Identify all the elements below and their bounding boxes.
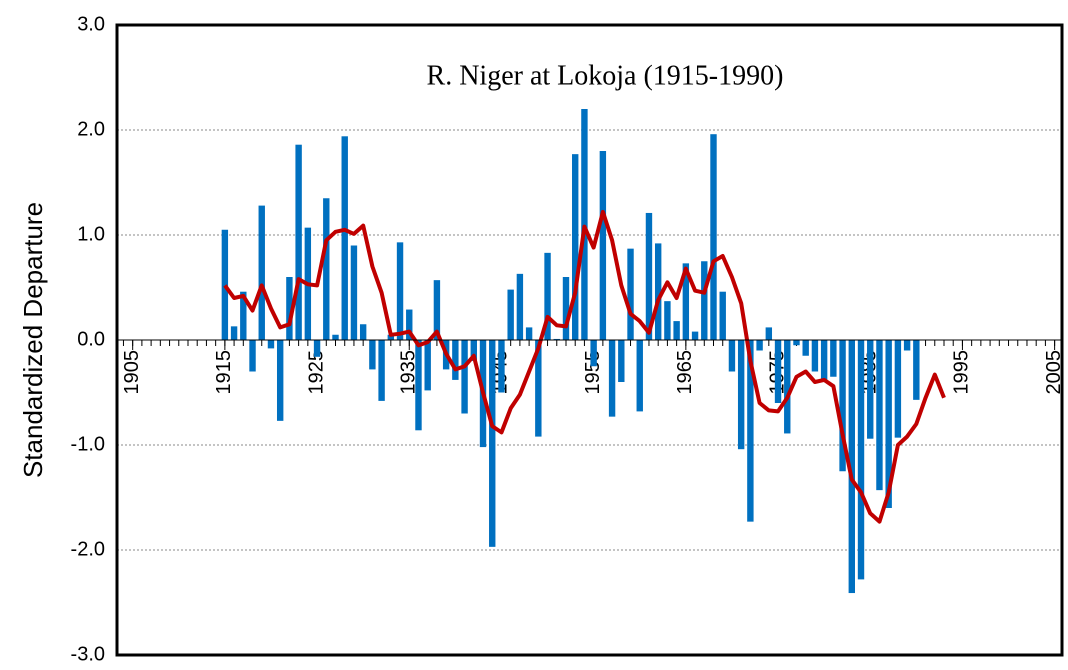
bar bbox=[719, 291, 726, 340]
bar bbox=[636, 340, 643, 412]
bar bbox=[378, 340, 385, 401]
bar bbox=[489, 340, 496, 547]
bar bbox=[295, 144, 302, 340]
bar bbox=[240, 291, 247, 340]
bar bbox=[839, 340, 846, 472]
bar bbox=[894, 340, 902, 438]
line bbox=[223, 209, 946, 524]
bar bbox=[249, 340, 256, 372]
bar bbox=[516, 273, 524, 340]
bar bbox=[664, 301, 671, 340]
x-tick-label: 1995 bbox=[951, 350, 973, 395]
y-tick-label: -3.0 bbox=[71, 643, 105, 665]
y-tick-label: 3.0 bbox=[77, 13, 105, 35]
x-tick-label: 1905 bbox=[121, 350, 143, 395]
bar bbox=[903, 340, 911, 351]
bar bbox=[599, 151, 607, 340]
bar bbox=[691, 331, 699, 340]
bar bbox=[350, 245, 358, 340]
bar bbox=[820, 340, 828, 382]
bar bbox=[396, 242, 404, 340]
x-tick-label: 1925 bbox=[305, 350, 327, 395]
bar bbox=[507, 289, 514, 340]
x-tick-label: 1915 bbox=[213, 350, 235, 395]
bar bbox=[728, 340, 736, 372]
bar bbox=[525, 327, 533, 340]
bar bbox=[867, 340, 874, 439]
bar bbox=[793, 340, 800, 346]
bar bbox=[406, 309, 413, 340]
bar bbox=[359, 324, 367, 340]
bar bbox=[562, 277, 570, 340]
bar bbox=[627, 248, 634, 340]
y-axis-title: Standardized Departure bbox=[18, 202, 48, 478]
bar bbox=[323, 198, 330, 340]
bar bbox=[544, 252, 551, 340]
chart-title: R. Niger at Lokoja (1915-1990) bbox=[427, 60, 784, 91]
bar bbox=[332, 334, 339, 340]
bar bbox=[590, 340, 597, 367]
bar bbox=[267, 340, 275, 349]
bar bbox=[387, 334, 395, 340]
plot-border bbox=[115, 23, 1064, 657]
bar bbox=[221, 229, 229, 340]
bar bbox=[452, 340, 459, 380]
bar bbox=[848, 340, 855, 594]
bar bbox=[774, 340, 782, 403]
bar bbox=[682, 263, 690, 340]
bar bbox=[581, 109, 588, 340]
y-tick-label: 2.0 bbox=[77, 118, 105, 140]
bar bbox=[461, 340, 468, 414]
bar bbox=[535, 340, 542, 437]
bar bbox=[765, 327, 773, 340]
bar bbox=[673, 321, 680, 340]
y-tick-label: 1.0 bbox=[77, 223, 105, 245]
bar bbox=[424, 340, 431, 391]
bar bbox=[286, 277, 293, 340]
x-tick-label: 1955 bbox=[582, 350, 604, 395]
bar bbox=[802, 340, 809, 356]
x-tick-label: 2005 bbox=[1043, 350, 1065, 395]
bar bbox=[645, 212, 653, 340]
bar bbox=[654, 243, 662, 340]
bar bbox=[784, 340, 791, 434]
bar bbox=[737, 340, 745, 450]
bar bbox=[811, 340, 819, 372]
bar bbox=[498, 340, 505, 393]
y-tick-label: 0.0 bbox=[77, 328, 105, 350]
bar bbox=[470, 340, 477, 361]
bar bbox=[857, 340, 865, 580]
bar bbox=[276, 340, 284, 421]
bar bbox=[710, 134, 717, 340]
bar bbox=[313, 340, 321, 357]
bar bbox=[230, 326, 238, 340]
bar bbox=[433, 280, 441, 340]
bar bbox=[341, 136, 348, 340]
bar bbox=[701, 261, 708, 340]
bar bbox=[608, 340, 616, 417]
bar bbox=[369, 340, 376, 370]
bar bbox=[258, 205, 265, 340]
bar bbox=[553, 338, 560, 340]
x-tick-label: 1935 bbox=[398, 350, 420, 395]
bar bbox=[756, 340, 763, 351]
bar bbox=[572, 154, 579, 340]
bar bbox=[913, 340, 920, 400]
bar bbox=[415, 340, 422, 431]
x-tick-label: 1965 bbox=[674, 350, 696, 395]
bar bbox=[876, 340, 883, 491]
bar bbox=[830, 340, 837, 377]
bar bbox=[747, 340, 754, 522]
y-tick-label: -2.0 bbox=[71, 538, 105, 560]
bar bbox=[618, 340, 625, 382]
y-tick-label: -1.0 bbox=[71, 433, 105, 455]
bar bbox=[885, 340, 892, 508]
